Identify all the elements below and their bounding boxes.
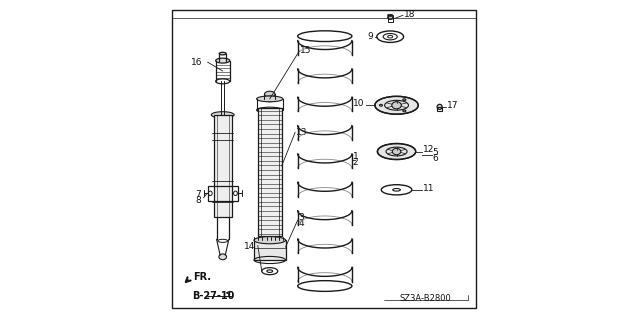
Ellipse shape <box>211 112 234 118</box>
Text: 2: 2 <box>353 158 358 167</box>
Text: 7: 7 <box>196 190 202 199</box>
Ellipse shape <box>216 58 230 63</box>
Ellipse shape <box>219 52 226 55</box>
Text: 9: 9 <box>368 32 374 41</box>
Text: 13: 13 <box>296 128 308 137</box>
Text: 14: 14 <box>244 242 255 251</box>
Bar <box>208 186 238 201</box>
Ellipse shape <box>388 16 393 19</box>
Bar <box>214 115 232 217</box>
Ellipse shape <box>380 104 383 106</box>
Bar <box>254 240 285 260</box>
Ellipse shape <box>403 110 406 112</box>
Ellipse shape <box>375 96 419 114</box>
Text: B-27-10: B-27-10 <box>192 291 234 301</box>
Bar <box>437 107 442 111</box>
Text: 4: 4 <box>298 219 304 228</box>
Text: 17: 17 <box>447 101 458 110</box>
Text: 8: 8 <box>196 197 202 205</box>
Text: 11: 11 <box>423 184 435 193</box>
Bar <box>258 108 282 236</box>
Ellipse shape <box>254 237 285 244</box>
Ellipse shape <box>378 144 416 160</box>
Text: 6: 6 <box>433 154 438 163</box>
Text: 16: 16 <box>191 58 202 67</box>
Text: 5: 5 <box>433 148 438 157</box>
Ellipse shape <box>219 254 227 260</box>
Ellipse shape <box>437 104 442 109</box>
Bar <box>388 15 393 22</box>
Ellipse shape <box>392 148 401 155</box>
Text: 1: 1 <box>353 152 358 161</box>
Text: 15: 15 <box>300 46 312 55</box>
Text: 12: 12 <box>423 145 435 154</box>
Ellipse shape <box>403 99 406 101</box>
Ellipse shape <box>257 96 283 102</box>
Text: 18: 18 <box>404 10 415 19</box>
Text: 10: 10 <box>353 99 365 108</box>
Ellipse shape <box>264 91 275 97</box>
Text: FR.: FR. <box>193 271 211 282</box>
Text: SZ3A-B2800: SZ3A-B2800 <box>399 294 451 303</box>
Text: 3: 3 <box>298 213 304 222</box>
Ellipse shape <box>392 102 401 109</box>
